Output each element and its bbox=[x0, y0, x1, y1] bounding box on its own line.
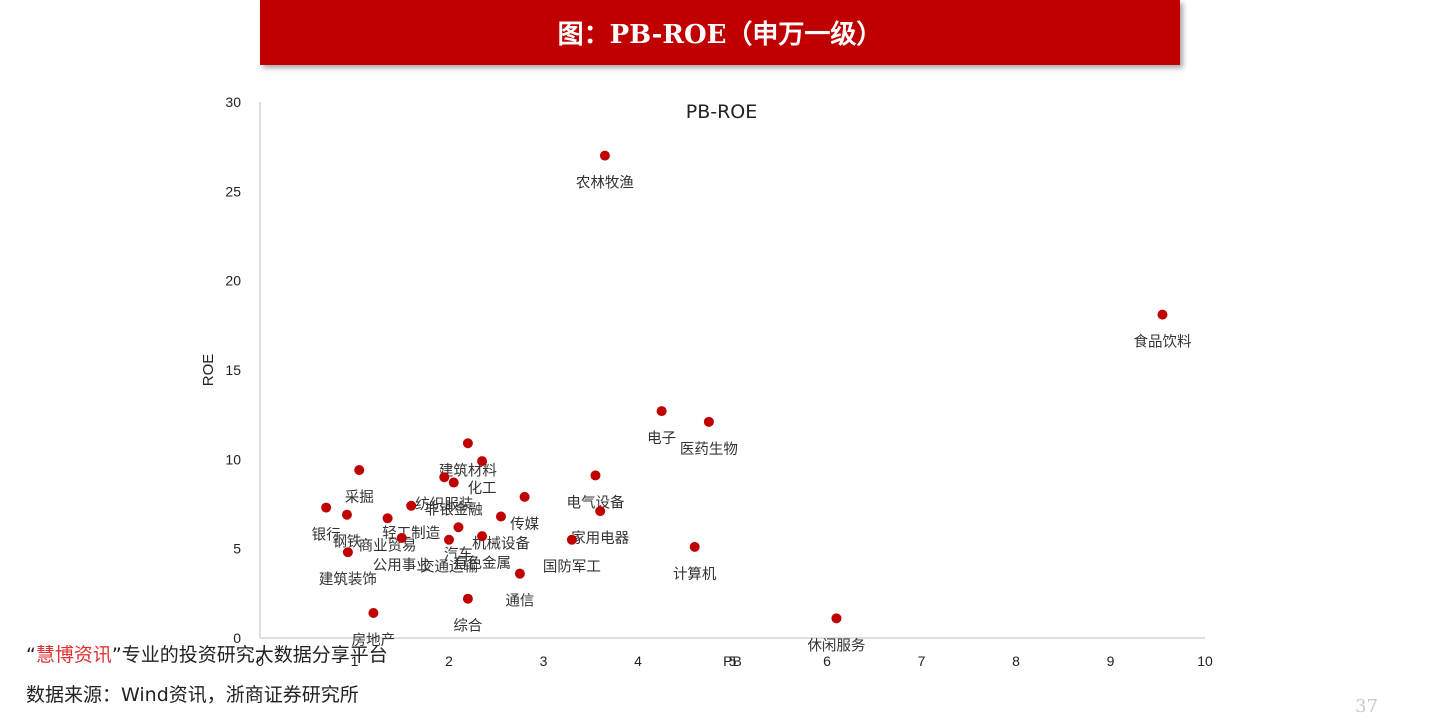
data-label: 休闲服务 bbox=[807, 637, 865, 654]
data-point bbox=[321, 502, 332, 513]
y-axis-label: ROE bbox=[200, 354, 217, 387]
chart-title: PB-ROE bbox=[686, 101, 758, 123]
y-tick-label: 5 bbox=[233, 541, 241, 557]
data-point bbox=[354, 465, 365, 476]
page-number: 37 bbox=[1355, 696, 1378, 717]
data-point bbox=[519, 491, 530, 502]
brand-name: 慧博资讯 bbox=[35, 644, 112, 666]
data-point bbox=[341, 509, 352, 520]
x-tick-label: 2 bbox=[445, 653, 453, 669]
data-point bbox=[406, 500, 417, 511]
y-tick-label: 30 bbox=[225, 94, 241, 110]
data-point bbox=[595, 506, 606, 517]
brand-line: “慧博资讯”专业的投资研究大数据分享平台 bbox=[26, 640, 388, 667]
data-point bbox=[831, 613, 842, 624]
data-point bbox=[448, 477, 459, 488]
data-label: 非银金融 bbox=[425, 502, 483, 519]
data-label: 汽车 bbox=[444, 546, 473, 563]
x-tick-label: 8 bbox=[1012, 653, 1020, 669]
x-tick-label: 5 bbox=[729, 653, 737, 669]
data-label: 计算机 bbox=[673, 566, 717, 583]
data-point bbox=[368, 607, 379, 618]
data-label: 农林牧渔 bbox=[576, 175, 634, 192]
chart-axes bbox=[259, 102, 1205, 639]
data-label: 家用电器 bbox=[571, 530, 629, 547]
data-label: 轻工制造 bbox=[382, 525, 440, 542]
data-point bbox=[462, 438, 473, 449]
data-label: 国防军工 bbox=[543, 559, 601, 576]
x-tick-label: 1 bbox=[351, 653, 359, 669]
data-label: 交通运输 bbox=[420, 558, 478, 576]
title-banner: 图：PB-ROE（申万一级） bbox=[260, 0, 1180, 65]
data-point bbox=[1157, 309, 1168, 320]
data-source: 数据来源：Wind资讯，浙商证券研究所 bbox=[26, 684, 359, 706]
data-point bbox=[495, 511, 506, 522]
x-axis-label: PB bbox=[723, 653, 742, 669]
brand-tagline: 专业的投资研究大数据分享平台 bbox=[121, 644, 388, 666]
y-tick-label: 20 bbox=[225, 273, 241, 289]
data-label: 电气设备 bbox=[566, 494, 624, 511]
data-label: 化工 bbox=[468, 480, 497, 497]
data-label: 机械设备 bbox=[472, 536, 530, 553]
y-tick-label: 0 bbox=[233, 630, 241, 646]
brand-quote-close: ” bbox=[111, 644, 122, 666]
chart-points bbox=[321, 150, 1168, 624]
data-point bbox=[342, 547, 353, 558]
data-point bbox=[396, 532, 407, 543]
data-label: 钢铁 bbox=[332, 534, 361, 551]
x-tick-label: 6 bbox=[823, 653, 831, 669]
data-point bbox=[477, 456, 488, 467]
data-point bbox=[590, 470, 601, 481]
x-tick-label: 7 bbox=[918, 653, 926, 669]
data-point bbox=[453, 522, 464, 533]
data-label: 传媒 bbox=[510, 516, 539, 533]
data-label: 有色金属 bbox=[453, 555, 511, 572]
data-label: 医药生物 bbox=[680, 441, 738, 458]
brand-quote-open: “ bbox=[26, 644, 36, 666]
data-point bbox=[656, 406, 667, 417]
data-point bbox=[439, 472, 450, 483]
data-label: 通信 bbox=[505, 593, 534, 610]
x-tick-label: 4 bbox=[634, 653, 642, 669]
data-label: 建筑装饰 bbox=[319, 571, 377, 588]
data-point bbox=[514, 568, 525, 579]
data-label: 公用事业 bbox=[373, 557, 431, 574]
data-label: 建筑材料 bbox=[439, 462, 497, 479]
y-tick-label: 15 bbox=[225, 362, 241, 378]
data-point bbox=[382, 513, 393, 524]
y-tick-label: 10 bbox=[225, 451, 241, 467]
data-point bbox=[477, 531, 488, 542]
data-point bbox=[599, 150, 610, 161]
chart-text: 0 1 2 3 4 5 6 7 8 9 10 0 5 10 15 20 25 30 PB-ROE PB ROE 农林牧渔食… bbox=[200, 94, 1213, 669]
data-label: 采掘 bbox=[345, 489, 374, 506]
data-point bbox=[566, 534, 577, 545]
data-point bbox=[689, 541, 700, 552]
y-tick-label: 25 bbox=[225, 183, 241, 199]
data-label: 房地产 bbox=[352, 632, 396, 649]
x-tick-label: 9 bbox=[1107, 653, 1115, 669]
data-point bbox=[703, 416, 714, 427]
x-tick-label: 10 bbox=[1197, 653, 1213, 669]
data-point bbox=[462, 593, 473, 604]
data-label: 银行 bbox=[312, 527, 341, 544]
data-label: 纺织服装 bbox=[415, 496, 473, 513]
x-tick-label: 3 bbox=[540, 653, 548, 669]
data-label: 综合 bbox=[453, 618, 482, 635]
page-title: 图：PB-ROE（申万一级） bbox=[557, 20, 883, 50]
data-label: 食品饮料 bbox=[1133, 334, 1191, 351]
x-tick-label: 0 bbox=[256, 653, 264, 669]
data-point bbox=[444, 534, 454, 545]
data-label: 电子 bbox=[647, 430, 676, 447]
